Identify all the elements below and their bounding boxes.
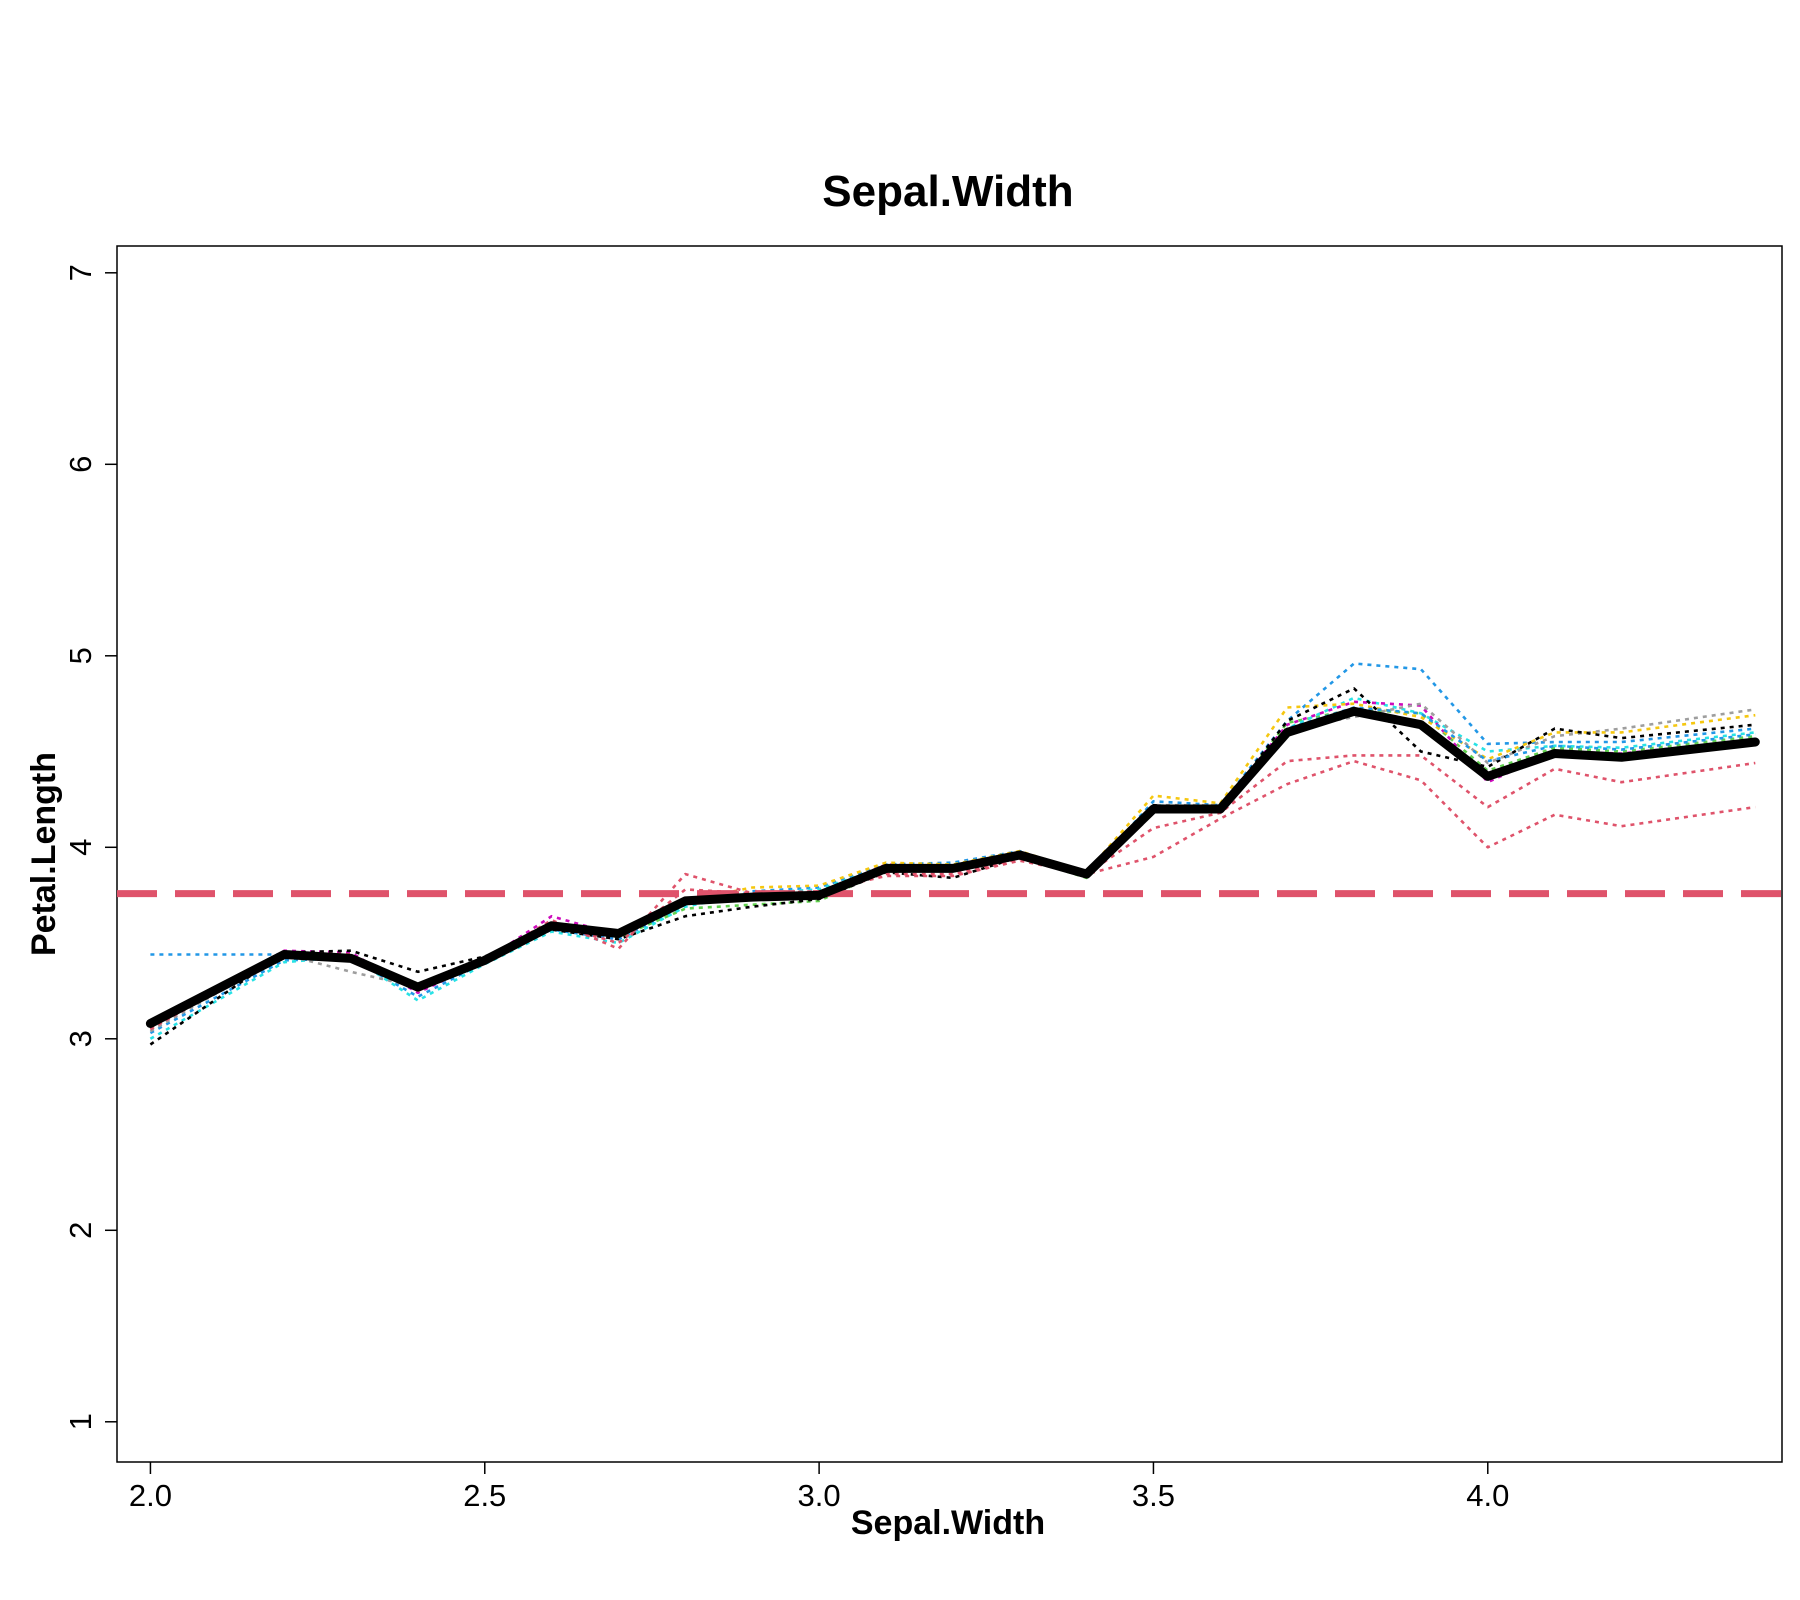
y-tick-label: 4 xyxy=(63,839,98,856)
x-tick-label: 3.0 xyxy=(798,1478,841,1513)
x-tick-label: 4.0 xyxy=(1466,1478,1509,1513)
x-tick-label: 2.5 xyxy=(463,1478,506,1513)
series-line xyxy=(149,700,1756,1029)
y-tick-label: 3 xyxy=(63,1030,98,1047)
chart-title: Sepal.Width xyxy=(822,167,1073,216)
plot-frame xyxy=(116,245,1783,1463)
y-tick-label: 7 xyxy=(63,264,98,281)
series-line xyxy=(149,759,1756,1031)
y-tick-label: 2 xyxy=(63,1222,98,1239)
series-layer xyxy=(149,662,1756,1046)
main-series-layer xyxy=(145,706,1760,1028)
series-line xyxy=(149,687,1756,1046)
x-tick-label: 2.0 xyxy=(129,1478,172,1513)
y-tick-label: 1 xyxy=(63,1413,98,1430)
main-series-line xyxy=(145,706,1760,1028)
series-line xyxy=(150,706,1756,989)
y-axis-label: Petal.Length xyxy=(25,752,63,956)
x-axis-label: Sepal.Width xyxy=(851,1504,1045,1542)
y-axis: 1 2 3 4 5 6 7 xyxy=(63,264,117,1430)
series-line xyxy=(149,696,1756,1040)
y-tick-label: 5 xyxy=(63,647,98,664)
y-tick-label: 6 xyxy=(63,456,98,473)
x-tick-label: 3.5 xyxy=(1132,1478,1175,1513)
x-axis: 2.0 2.5 3.0 3.5 4.0 xyxy=(129,1462,1509,1513)
